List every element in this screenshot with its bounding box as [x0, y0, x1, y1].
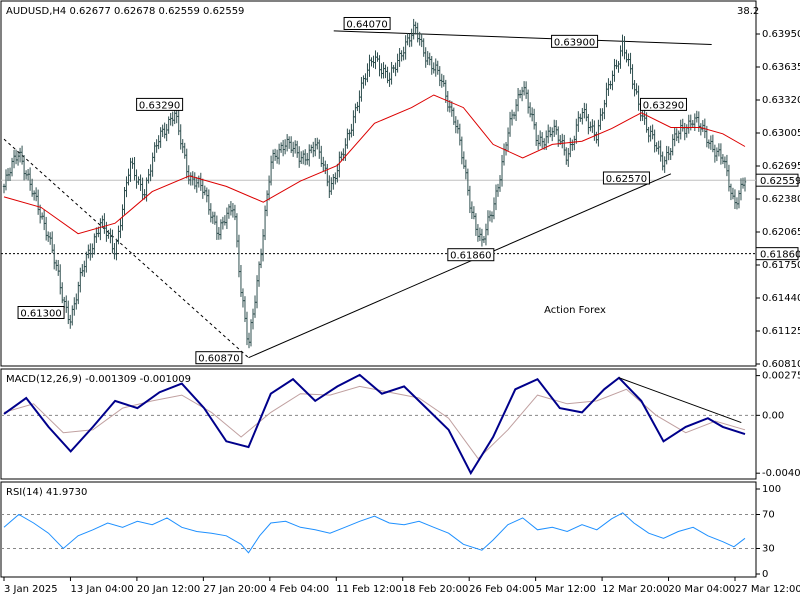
rsi-y-tick-label: 70 [762, 510, 775, 521]
price-y-tick-label: 0.63005 [762, 128, 800, 139]
macd-signal-line [3, 385, 746, 460]
price-label-box [639, 97, 687, 111]
macd-plot [1, 373, 756, 476]
x-tick-label: 27 Mar 12:00 [735, 584, 800, 595]
resistance-trendline [333, 30, 712, 46]
price-y-tick-label: 0.62695 [762, 161, 800, 172]
price-label-box [17, 306, 65, 320]
x-tick-label: 3 Jan 2025 [4, 584, 58, 595]
price-y-axis: 0.63950 0.63635 0.63320 0.63005 0.62695 0.623… [755, 29, 800, 370]
support-trendline [248, 173, 672, 359]
x-tick-label: 13 Jan 04:00 [70, 584, 133, 595]
price-y-tick-label: 0.61440 [762, 293, 800, 304]
support-level-tag [755, 247, 799, 261]
price-label: 0.64070 [346, 19, 387, 30]
price-label: 0.61300 [20, 309, 61, 320]
macd-y-tick-label: 0.00275 [762, 371, 800, 382]
price-y-tick-label: 0.62380 [762, 194, 800, 205]
price-y-tick-label: 0.61750 [762, 260, 800, 271]
price-y-tick-label: 0.61125 [762, 326, 800, 337]
price-y-tick-label: 0.62065 [762, 227, 800, 238]
price-y-tick-label: 0.63320 [762, 95, 800, 106]
x-tick-label: 18 Feb 20:00 [403, 584, 469, 595]
macd-y-axis: 0.00275 0.00 -0.004006 [756, 371, 800, 479]
current-price-text: 0.62559 [760, 176, 800, 187]
price-header: AUDUSD,H4 0.62677 0.62678 0.62559 0.6255… [6, 6, 244, 17]
rsi-panel [0, 481, 757, 578]
price-label-box [551, 34, 599, 48]
rsi-y-tick-label: 0 [762, 569, 768, 580]
x-tick-label: 20 Mar 04:00 [669, 584, 736, 595]
macd-label: MACD(12,26,9) -0.001309 -0.001009 [6, 374, 191, 385]
corner-value: 38.2 [737, 6, 759, 17]
macd-trendline [618, 377, 742, 424]
price-label: 0.63290 [139, 100, 180, 111]
price-label-box [602, 171, 650, 185]
price-label: 0.63900 [554, 37, 595, 48]
macd-line [3, 373, 746, 476]
macd-panel [0, 368, 757, 480]
price-y-tick-label: 0.63950 [762, 29, 800, 40]
price-y-tick-label: 0.60810 [762, 359, 800, 370]
rsi-y-tick-label: 30 [762, 544, 775, 555]
macd-y-tick-label: 0.00 [762, 410, 784, 421]
dashed-trendline [3, 138, 249, 359]
rsi-label: RSI(14) 41.9730 [6, 487, 87, 498]
rsi-line [3, 512, 746, 554]
x-tick-label: 5 Mar 12:00 [536, 584, 596, 595]
price-label-box [195, 351, 243, 365]
rsi-y-tick-label: 100 [762, 484, 781, 495]
x-tick-label: 4 Feb 04:00 [270, 584, 329, 595]
price-label-box [447, 248, 495, 262]
price-label: 0.60870 [198, 354, 239, 365]
x-axis: 3 Jan 2025 13 Jan 04:00 20 Jan 12:00 27 Jan… [3, 577, 800, 595]
rsi-plot [1, 512, 756, 554]
price-y-tick-label: 0.63635 [762, 62, 800, 73]
moving-average-line [3, 94, 746, 235]
x-tick-label: 11 Feb 12:00 [336, 584, 402, 595]
price-label: 0.63290 [643, 100, 684, 111]
price-label-box [343, 16, 391, 30]
x-tick-label: 12 Mar 20:00 [602, 584, 669, 595]
price-plot: 0.64070 0.63900 0.63290 0.63290 0.62570 0.618… [1, 16, 756, 365]
macd-y-tick-label: -0.004006 [762, 468, 800, 479]
price-label: 0.61860 [450, 251, 491, 262]
x-tick-label: 26 Feb 04:00 [469, 584, 535, 595]
price-label-box [136, 97, 184, 111]
watermark: Action Forex [544, 305, 606, 316]
rsi-y-axis: 100 70 30 0 [756, 484, 781, 580]
support-level-text: 0.61860 [760, 250, 800, 261]
x-tick-label: 27 Jan 20:00 [203, 584, 266, 595]
price-label: 0.62570 [606, 174, 647, 185]
x-tick-label: 20 Jan 12:00 [137, 584, 200, 595]
